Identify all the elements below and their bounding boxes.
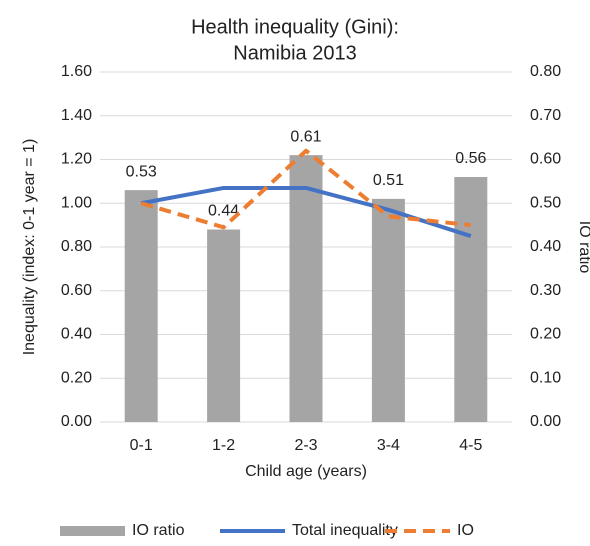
y2-tick-label: 0.40 bbox=[530, 238, 561, 255]
y2-tick-label: 0.60 bbox=[530, 151, 561, 168]
y-tick-label: 1.00 bbox=[61, 194, 92, 211]
y-tick-label: 0.00 bbox=[61, 413, 92, 430]
y-tick-label: 1.60 bbox=[61, 63, 92, 80]
x-tick-label: 3-4 bbox=[377, 437, 400, 454]
chart-title: Namibia 2013 bbox=[233, 42, 356, 64]
y-tick-label: 0.40 bbox=[61, 326, 92, 343]
bar bbox=[289, 155, 323, 422]
y2-tick-label: 0.10 bbox=[530, 369, 561, 386]
x-tick-label: 4-5 bbox=[459, 437, 482, 454]
y-tick-label: 1.20 bbox=[61, 151, 92, 168]
data-label: 0.61 bbox=[290, 128, 321, 145]
y-axis-label: Inequality (index: 0-1 year = 1) bbox=[21, 139, 38, 356]
legend-label: IO ratio bbox=[132, 522, 185, 539]
y2-tick-label: 0.50 bbox=[530, 194, 561, 211]
data-label: 0.44 bbox=[208, 203, 239, 220]
legend-swatch bbox=[60, 526, 125, 536]
x-tick-label: 2-3 bbox=[294, 437, 317, 454]
bar bbox=[454, 177, 488, 422]
y-tick-label: 0.80 bbox=[61, 238, 92, 255]
y2-tick-label: 0.70 bbox=[530, 107, 561, 124]
data-label: 0.56 bbox=[455, 150, 486, 167]
y-tick-label: 1.40 bbox=[61, 107, 92, 124]
y2-tick-label: 0.80 bbox=[530, 63, 561, 80]
line-series bbox=[140, 148, 472, 230]
x-tick-label: 0-1 bbox=[130, 437, 153, 454]
bar bbox=[371, 198, 405, 422]
bar bbox=[124, 190, 158, 422]
y2-tick-label: 0.00 bbox=[530, 413, 561, 430]
bar bbox=[207, 229, 241, 422]
y-tick-label: 0.60 bbox=[61, 282, 92, 299]
y-tick-label: 0.20 bbox=[61, 369, 92, 386]
x-tick-label: 1-2 bbox=[212, 437, 235, 454]
legend-label: IO bbox=[457, 522, 474, 539]
chart-title: Health inequality (Gini): bbox=[191, 16, 399, 38]
x-axis-label: Child age (years) bbox=[245, 463, 367, 480]
y2-axis-label: IO ratio bbox=[576, 221, 590, 274]
data-label: 0.53 bbox=[126, 163, 157, 180]
y2-tick-label: 0.30 bbox=[530, 282, 561, 299]
y2-tick-label: 0.20 bbox=[530, 326, 561, 343]
data-label: 0.51 bbox=[373, 172, 404, 189]
legend-label: Total inequality bbox=[292, 522, 398, 539]
